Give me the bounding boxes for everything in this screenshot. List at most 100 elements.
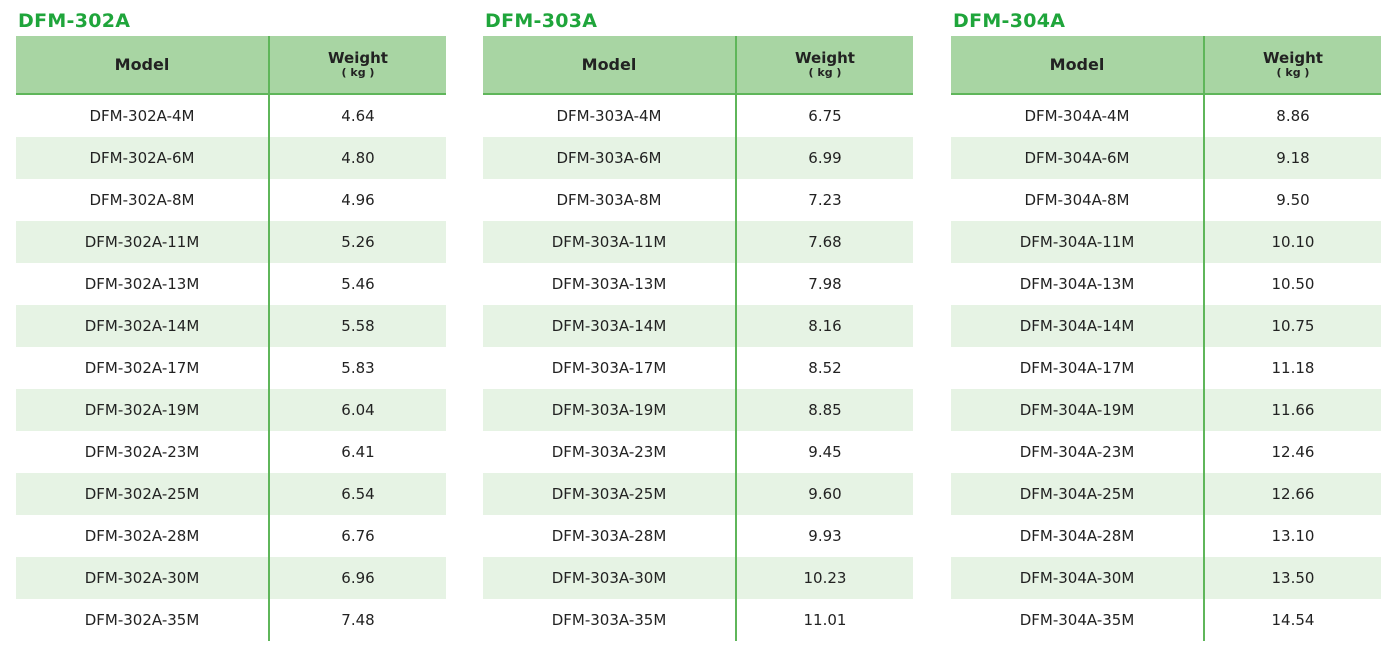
weight-cell: 6.76 — [341, 527, 375, 545]
weight-cell: 6.99 — [736, 137, 913, 179]
weight-cell: 7.68 — [736, 221, 913, 263]
weight-cell: 8.85 — [736, 389, 913, 431]
weight-cell: 14.54 — [1271, 611, 1315, 629]
model-cell: DFM-303A-28M — [483, 515, 737, 557]
model-cell: DFM-304A-17M — [951, 347, 1205, 389]
weight-cell: 9.93 — [808, 527, 842, 545]
model-cell: DFM-302A-11M — [16, 221, 270, 263]
model-cell: DFM-304A-28M — [951, 515, 1205, 557]
table-row: DFM-303A-19M 8.85 — [483, 389, 913, 431]
model-cell: DFM-302A-13M — [16, 263, 270, 305]
weight-cell: 7.98 — [808, 275, 842, 293]
model-cell: DFM-303A-23M — [483, 431, 737, 473]
table-row: DFM-302A-35M 7.48 — [16, 599, 446, 641]
model-cell: DFM-304A-19M — [951, 389, 1205, 431]
model-cell: DFM-302A-30M — [16, 557, 270, 599]
header-row: Model Weight ( kg ) — [951, 36, 1381, 95]
table-body: DFM-303A-4M 6.75 DFM-303A-6M 6.99 DFM-303A-8… — [483, 94, 913, 641]
weight-cell: 6.04 — [269, 389, 446, 431]
weight-cell: 8.52 — [808, 359, 842, 377]
model-cell: DFM-303A-4M — [483, 94, 737, 137]
table-row: DFM-304A-28M 13.10 — [951, 515, 1381, 557]
model-cell: DFM-302A-35M — [16, 599, 270, 641]
weight-table: Model Weight ( kg ) DFM-304A-4M 8.86 DFM-3… — [951, 36, 1381, 641]
weight-header-label: Weight — [328, 48, 388, 67]
table-row: DFM-302A-13M 5.46 — [16, 263, 446, 305]
weight-table: Model Weight ( kg ) DFM-302A-4M 4.64 DFM-3… — [16, 36, 446, 641]
weight-cell: 9.60 — [736, 473, 913, 515]
weight-cell: 11.18 — [1271, 359, 1315, 377]
table-row: DFM-303A-6M 6.99 — [483, 137, 913, 179]
table-row: DFM-302A-6M 4.80 — [16, 137, 446, 179]
weight-cell: 6.96 — [269, 557, 446, 599]
table-title: DFM-302A — [18, 10, 131, 32]
model-column-header: Model — [483, 36, 737, 95]
weight-cell: 9.45 — [808, 443, 842, 461]
table-body: DFM-302A-4M 4.64 DFM-302A-6M 4.80 DFM-302A-8… — [16, 94, 446, 641]
model-cell: DFM-302A-19M — [16, 389, 270, 431]
weight-column-header: Weight ( kg ) — [269, 36, 446, 95]
weight-cell: 12.66 — [1204, 473, 1381, 515]
weight-cell: 8.16 — [736, 305, 913, 347]
table-row: DFM-303A-4M 6.75 — [483, 94, 913, 137]
model-column-header: Model — [16, 36, 270, 95]
model-cell: DFM-304A-35M — [951, 599, 1205, 641]
weight-cell: 6.54 — [269, 473, 446, 515]
model-cell: DFM-302A-6M — [16, 137, 270, 179]
table-row: DFM-304A-13M 10.50 — [951, 263, 1381, 305]
table-row: DFM-302A-25M 6.54 — [16, 473, 446, 515]
weight-cell: 5.46 — [341, 275, 375, 293]
weight-cell: 11.01 — [803, 611, 847, 629]
table-row: DFM-303A-28M 9.93 — [483, 515, 913, 557]
weight-cell: 9.50 — [1276, 191, 1310, 209]
weight-cell: 6.41 — [341, 443, 375, 461]
model-cell: DFM-303A-17M — [483, 347, 737, 389]
table-row: DFM-302A-11M 5.26 — [16, 221, 446, 263]
table-row: DFM-304A-30M 13.50 — [951, 557, 1381, 599]
table-row: DFM-304A-23M 12.46 — [951, 431, 1381, 473]
table-row: DFM-303A-35M 11.01 — [483, 599, 913, 641]
weight-cell: 10.75 — [1204, 305, 1381, 347]
table-row: DFM-303A-30M 10.23 — [483, 557, 913, 599]
model-cell: DFM-303A-25M — [483, 473, 737, 515]
model-cell: DFM-304A-14M — [951, 305, 1205, 347]
weight-cell: 12.46 — [1271, 443, 1315, 461]
model-column-header: Model — [951, 36, 1205, 95]
model-cell: DFM-303A-19M — [483, 389, 737, 431]
table-row: DFM-302A-23M 6.41 — [16, 431, 446, 473]
weight-cell: 6.75 — [808, 107, 842, 125]
weight-cell: 11.66 — [1204, 389, 1381, 431]
model-cell: DFM-302A-14M — [16, 305, 270, 347]
model-cell: DFM-304A-13M — [951, 263, 1205, 305]
table-row: DFM-302A-17M 5.83 — [16, 347, 446, 389]
table-block-dfm-302a: DFM-302A Model Weight ( kg ) DFM-302A-4M… — [16, 8, 446, 641]
weight-cell: 4.96 — [341, 191, 375, 209]
model-cell: DFM-302A-25M — [16, 473, 270, 515]
model-cell: DFM-302A-8M — [16, 179, 270, 221]
weight-header-label: Weight — [795, 48, 855, 67]
weight-cell: 4.64 — [341, 107, 375, 125]
model-cell: DFM-303A-30M — [483, 557, 737, 599]
table-row: DFM-304A-11M 10.10 — [951, 221, 1381, 263]
weight-unit-label: ( kg ) — [808, 65, 842, 79]
weight-cell: 13.10 — [1271, 527, 1315, 545]
table-row: DFM-304A-17M 11.18 — [951, 347, 1381, 389]
model-cell: DFM-303A-14M — [483, 305, 737, 347]
header-row: Model Weight ( kg ) — [16, 36, 446, 95]
table-row: DFM-302A-30M 6.96 — [16, 557, 446, 599]
weight-column-header: Weight ( kg ) — [736, 36, 913, 95]
model-cell: DFM-302A-4M — [16, 94, 270, 137]
model-cell: DFM-304A-4M — [951, 94, 1205, 137]
table-row: DFM-303A-14M 8.16 — [483, 305, 913, 347]
weight-cell: 5.26 — [269, 221, 446, 263]
table-row: DFM-304A-19M 11.66 — [951, 389, 1381, 431]
weight-cell: 10.10 — [1204, 221, 1381, 263]
model-cell: DFM-304A-6M — [951, 137, 1205, 179]
model-cell: DFM-302A-23M — [16, 431, 270, 473]
table-block-dfm-303a: DFM-303A Model Weight ( kg ) DFM-303A-4M… — [483, 8, 913, 641]
table-row: DFM-304A-25M 12.66 — [951, 473, 1381, 515]
model-cell: DFM-304A-23M — [951, 431, 1205, 473]
weight-cell: 10.23 — [736, 557, 913, 599]
weight-table: Model Weight ( kg ) DFM-303A-4M 6.75 DFM-3… — [483, 36, 913, 641]
header-row: Model Weight ( kg ) — [483, 36, 913, 95]
